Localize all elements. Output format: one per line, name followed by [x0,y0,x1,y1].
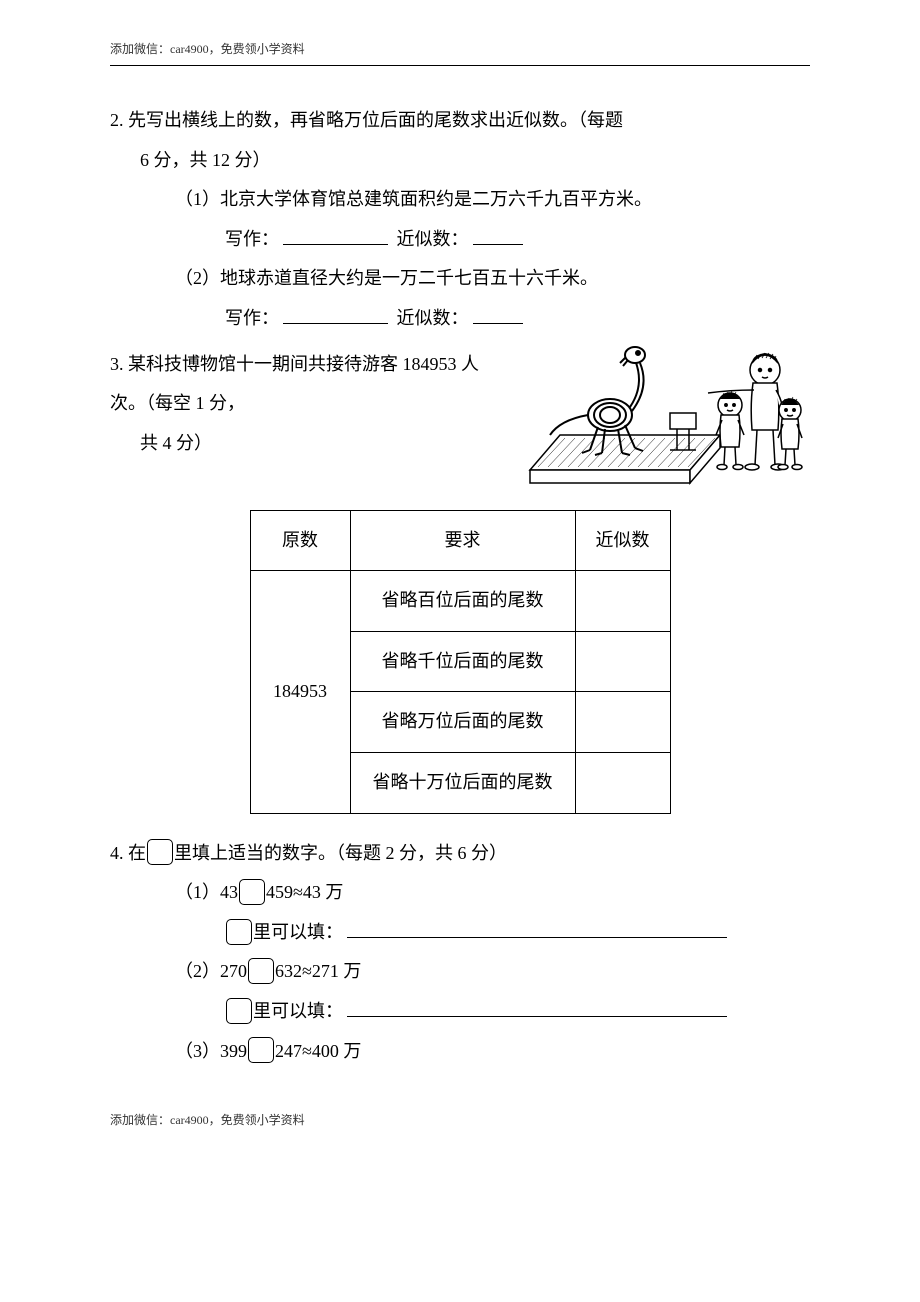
q2-sub1-answer: 写作： 近似数： [110,220,810,260]
cell-approx-4[interactable] [575,752,670,813]
fill-label: 里可以填： [253,1001,343,1021]
q4-sub2: （2）270 632≈271 万 [110,952,810,992]
fill-label: 里可以填： [253,922,343,942]
page-content: 2. 先写出横线上的数，再省略万位后面的尾数求出近似数。（每题 6 分，共 12… [110,101,810,1071]
approx-label: 近似数： [397,229,469,249]
blank-approx-2[interactable] [473,304,523,324]
digit-box-icon [226,998,252,1024]
q3-title-line1: 3. 某科技博物馆十一期间共接待游客 184953 人次。（每空 1 分， [110,345,510,424]
q2: 2. 先写出横线上的数，再省略万位后面的尾数求出近似数。（每题 6 分，共 12… [110,101,810,339]
approx-label: 近似数： [397,308,469,328]
museum-illustration [520,335,810,495]
q4-sub2-fill: 里可以填： [110,992,810,1032]
q4-p3b: 247≈400 万 [275,1041,361,1061]
footer-note: 添加微信：car4900，免费领小学资料 [110,1111,810,1128]
cell-approx-1[interactable] [575,571,670,632]
cell-orig-value: 184953 [250,571,350,813]
digit-box-icon [226,919,252,945]
q2-sub1: （1）北京大学体育馆总建筑面积约是二万六千九百平方米。 [110,180,810,220]
header-note: 添加微信：car4900，免费领小学资料 [110,40,810,57]
q2-sub2: （2）地球赤道直径大约是一万二千七百五十六千米。 [110,259,810,299]
th-approx: 近似数 [575,510,670,571]
digit-box[interactable] [248,1037,274,1063]
q2-title-line2: 6 分，共 12 分） [110,141,810,181]
q4-sub1: （1）43 459≈43 万 [110,873,810,913]
q4-sub3: （3）399 247≈400 万 [110,1032,810,1072]
q3-title-line2: 共 4 分） [110,424,510,464]
cell-approx-2[interactable] [575,631,670,692]
q3-table-wrap: 原数 要求 近似数 184953 省略百位后面的尾数 省略千位后面的尾数 省略万… [110,510,810,814]
write-label: 写作： [225,229,279,249]
digit-box-icon [147,839,173,865]
th-orig: 原数 [250,510,350,571]
q4-title: 4. 在 里填上适当的数字。（每题 2 分，共 6 分） [110,834,810,874]
q2-sub2-answer: 写作： 近似数： [110,299,810,339]
write-label: 写作： [225,308,279,328]
cell-req-2: 省略千位后面的尾数 [350,631,575,692]
cell-req-3: 省略万位后面的尾数 [350,692,575,753]
q3: 3. 某科技博物馆十一期间共接待游客 184953 人次。（每空 1 分， 共 … [110,345,810,814]
q3-table: 原数 要求 近似数 184953 省略百位后面的尾数 省略千位后面的尾数 省略万… [250,510,671,814]
q4-sub1-fill: 里可以填： [110,913,810,953]
q4-p1a: （1）43 [175,882,238,902]
header-rule [110,65,810,66]
q4-p1b: 459≈43 万 [266,882,343,902]
q2-title-line1: 2. 先写出横线上的数，再省略万位后面的尾数求出近似数。（每题 [110,101,810,141]
cell-req-4: 省略十万位后面的尾数 [350,752,575,813]
blank-write-2[interactable] [283,304,388,324]
q4-p3a: （3）399 [175,1041,247,1061]
blank-fill-2[interactable] [347,997,727,1017]
blank-write-1[interactable] [283,225,388,245]
blank-fill-1[interactable] [347,918,727,938]
q4-p2b: 632≈271 万 [275,961,361,981]
digit-box[interactable] [239,879,265,905]
cell-req-1: 省略百位后面的尾数 [350,571,575,632]
q4-p2a: （2）270 [175,961,247,981]
th-req: 要求 [350,510,575,571]
cell-approx-3[interactable] [575,692,670,753]
digit-box[interactable] [248,958,274,984]
blank-approx-1[interactable] [473,225,523,245]
table-header-row: 原数 要求 近似数 [250,510,670,571]
q4-title-b: 里填上适当的数字。（每题 2 分，共 6 分） [174,843,507,863]
q4-title-a: 4. 在 [110,843,146,863]
q4: 4. 在 里填上适当的数字。（每题 2 分，共 6 分） （1）43 459≈43 … [110,834,810,1072]
table-row: 184953 省略百位后面的尾数 [250,571,670,632]
